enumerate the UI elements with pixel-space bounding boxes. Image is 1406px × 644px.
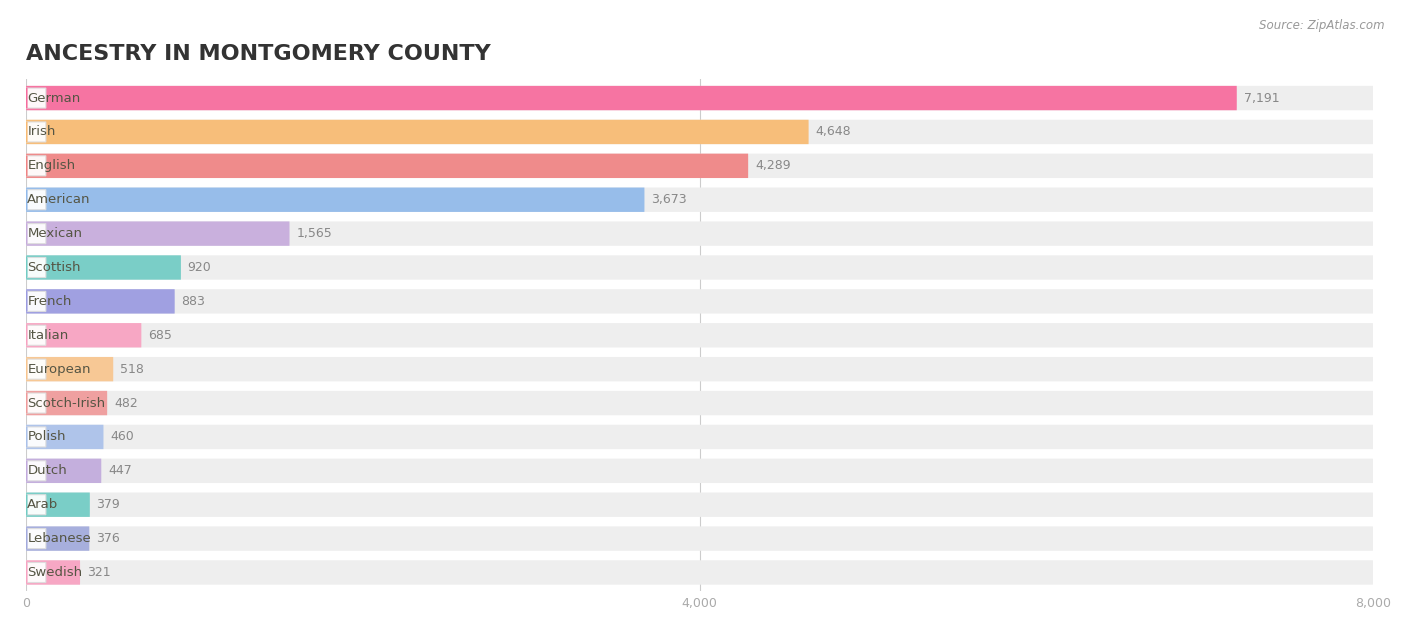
Text: 4,289: 4,289 (755, 159, 790, 173)
FancyBboxPatch shape (27, 255, 181, 279)
FancyBboxPatch shape (27, 187, 644, 212)
FancyBboxPatch shape (27, 495, 46, 515)
Text: 4,648: 4,648 (815, 126, 851, 138)
Text: 883: 883 (181, 295, 205, 308)
Text: Swedish: Swedish (27, 566, 83, 579)
FancyBboxPatch shape (27, 493, 90, 517)
Text: European: European (27, 363, 91, 375)
FancyBboxPatch shape (27, 88, 46, 108)
FancyBboxPatch shape (27, 222, 1374, 246)
Text: Dutch: Dutch (27, 464, 67, 477)
Text: English: English (27, 159, 76, 173)
Text: Scottish: Scottish (27, 261, 80, 274)
FancyBboxPatch shape (27, 529, 46, 549)
Text: 482: 482 (114, 397, 138, 410)
FancyBboxPatch shape (27, 459, 1374, 483)
FancyBboxPatch shape (27, 255, 1374, 279)
Text: Scotch-Irish: Scotch-Irish (27, 397, 105, 410)
FancyBboxPatch shape (27, 425, 1374, 449)
FancyBboxPatch shape (27, 120, 1374, 144)
Text: American: American (27, 193, 91, 206)
FancyBboxPatch shape (27, 459, 101, 483)
Text: 1,565: 1,565 (297, 227, 332, 240)
FancyBboxPatch shape (27, 325, 46, 345)
Text: Lebanese: Lebanese (27, 532, 91, 545)
FancyBboxPatch shape (27, 461, 46, 481)
FancyBboxPatch shape (27, 391, 1374, 415)
FancyBboxPatch shape (27, 391, 107, 415)
Text: 685: 685 (148, 329, 172, 342)
Text: 376: 376 (96, 532, 120, 545)
FancyBboxPatch shape (27, 154, 748, 178)
FancyBboxPatch shape (27, 190, 46, 210)
Text: Italian: Italian (27, 329, 69, 342)
Text: 7,191: 7,191 (1243, 91, 1279, 104)
Text: Mexican: Mexican (27, 227, 83, 240)
FancyBboxPatch shape (27, 223, 46, 243)
Text: Polish: Polish (27, 430, 66, 444)
Text: 379: 379 (97, 498, 121, 511)
FancyBboxPatch shape (27, 154, 1374, 178)
FancyBboxPatch shape (27, 222, 290, 246)
FancyBboxPatch shape (27, 526, 1374, 551)
Text: Irish: Irish (27, 126, 56, 138)
Text: French: French (27, 295, 72, 308)
FancyBboxPatch shape (27, 323, 1374, 348)
Text: 3,673: 3,673 (651, 193, 686, 206)
Text: German: German (27, 91, 80, 104)
FancyBboxPatch shape (27, 357, 114, 381)
FancyBboxPatch shape (27, 86, 1237, 110)
Text: Source: ZipAtlas.com: Source: ZipAtlas.com (1260, 19, 1385, 32)
Text: ANCESTRY IN MONTGOMERY COUNTY: ANCESTRY IN MONTGOMERY COUNTY (27, 44, 491, 64)
FancyBboxPatch shape (27, 562, 46, 582)
FancyBboxPatch shape (27, 258, 46, 278)
FancyBboxPatch shape (27, 187, 1374, 212)
Text: 321: 321 (87, 566, 111, 579)
FancyBboxPatch shape (27, 526, 90, 551)
FancyBboxPatch shape (27, 427, 46, 447)
FancyBboxPatch shape (27, 560, 80, 585)
FancyBboxPatch shape (27, 425, 104, 449)
FancyBboxPatch shape (27, 493, 1374, 517)
FancyBboxPatch shape (27, 156, 46, 176)
FancyBboxPatch shape (27, 291, 46, 312)
Text: 447: 447 (108, 464, 132, 477)
FancyBboxPatch shape (27, 289, 174, 314)
FancyBboxPatch shape (27, 86, 1374, 110)
Text: 460: 460 (110, 430, 134, 444)
FancyBboxPatch shape (27, 560, 1374, 585)
FancyBboxPatch shape (27, 120, 808, 144)
FancyBboxPatch shape (27, 122, 46, 142)
FancyBboxPatch shape (27, 323, 142, 348)
Text: Arab: Arab (27, 498, 59, 511)
FancyBboxPatch shape (27, 359, 46, 379)
FancyBboxPatch shape (27, 289, 1374, 314)
FancyBboxPatch shape (27, 393, 46, 413)
Text: 518: 518 (120, 363, 143, 375)
Text: 920: 920 (187, 261, 211, 274)
FancyBboxPatch shape (27, 357, 1374, 381)
